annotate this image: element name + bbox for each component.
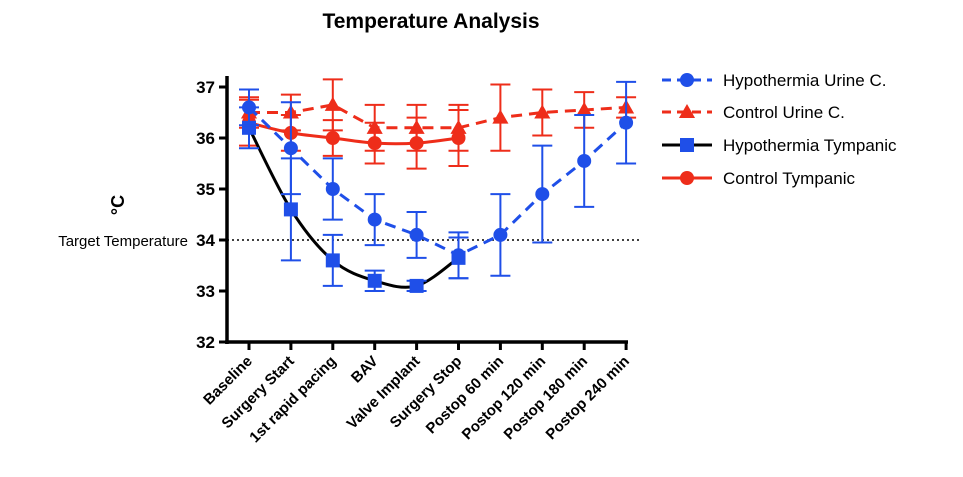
data-point: [367, 212, 382, 227]
x-tick-label: Surgery Start: [218, 353, 297, 432]
legend-label: Control Urine C.: [723, 103, 845, 122]
legend-label: Control Tympanic: [723, 169, 855, 188]
legend-item: Control Tympanic: [662, 169, 855, 188]
data-point: [535, 187, 550, 202]
data-point: [367, 273, 382, 288]
y-tick-label: 33: [196, 282, 215, 301]
data-point: [325, 182, 340, 196]
data-point: [367, 136, 382, 151]
data-point: [325, 131, 340, 145]
data-point: [242, 100, 256, 115]
data-point: [577, 153, 592, 168]
data-point: [409, 136, 424, 151]
y-tick-label: 32: [196, 333, 215, 352]
y-axis-label: °C: [108, 195, 128, 215]
legend-item: Hypothermia Tympanic: [662, 136, 897, 155]
series-line: [247, 127, 460, 289]
series-0: [239, 80, 637, 280]
y-tick-label: 36: [196, 129, 215, 148]
data-point: [283, 202, 298, 217]
data-point: [409, 278, 424, 293]
legend-item: Control Urine C.: [662, 103, 845, 122]
legend-swatch-marker: [678, 103, 696, 119]
data-point: [409, 227, 424, 242]
data-point: [493, 227, 508, 242]
legend-label: Hypothermia Urine C.: [723, 71, 886, 90]
data-point: [619, 115, 634, 130]
y-tick-label: 35: [196, 180, 215, 199]
legend-swatch-marker: [680, 73, 694, 87]
data-point: [492, 109, 509, 124]
reference-line-group: Target Temperature: [58, 233, 641, 250]
legend: Hypothermia Urine C. Control Urine C. Hypo…: [662, 71, 897, 188]
data-point: [534, 104, 551, 119]
data-point: [325, 253, 340, 268]
x-tick-label: BAV: [348, 353, 382, 387]
data-point: [451, 248, 466, 263]
data-point: [283, 141, 298, 156]
series-line: [249, 103, 627, 130]
legend-swatch-marker: [680, 138, 694, 152]
y-tick-label: 37: [196, 78, 215, 97]
y-ticks: 32 33 34 35 36 37: [196, 78, 227, 352]
series-2: [239, 106, 469, 293]
series-3: [239, 98, 469, 170]
x-tick-label: Valve Implant: [344, 353, 424, 433]
chart-title: Temperature Analysis: [322, 10, 539, 33]
series-line: [247, 106, 628, 257]
y-tick-label: 34: [196, 231, 215, 250]
legend-label: Hypothermia Tympanic: [723, 136, 897, 155]
series-line: [248, 121, 459, 146]
series-layer: [239, 78, 637, 293]
data-point: [324, 96, 341, 111]
legend-swatch-marker: [680, 171, 694, 185]
legend-item: Hypothermia Urine C.: [662, 71, 886, 90]
data-point: [451, 131, 466, 145]
data-point: [576, 101, 593, 116]
reference-line-label: Target Temperature: [58, 233, 188, 250]
